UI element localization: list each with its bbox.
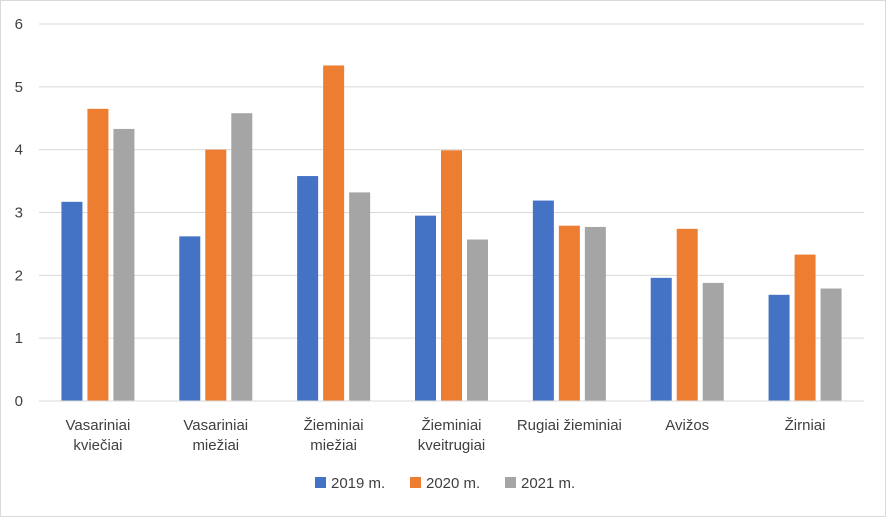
y-tick-label: 3 [15, 205, 23, 222]
y-axis-ticks: 0 1 2 3 4 5 6 [15, 16, 23, 410]
bar-2020m [676, 228, 698, 401]
bar-2019m [415, 215, 436, 401]
y-tick-label: 4 [15, 142, 23, 159]
bar-2019m [532, 200, 554, 401]
bar-2020m [441, 150, 462, 401]
x-tick-label: Žirniai [785, 417, 826, 434]
bar-2021m [467, 239, 488, 401]
legend-label: 2020 m. [426, 475, 480, 492]
y-tick-label: 0 [15, 393, 23, 410]
bar-2021m [584, 226, 606, 401]
bar-2020m [323, 65, 345, 401]
bar-2019m [61, 201, 83, 401]
legend-swatch [315, 477, 326, 488]
bar-2019m [297, 176, 319, 401]
x-tick-label: kveitrugiai [418, 437, 486, 454]
x-tick-label: Avižos [665, 417, 709, 434]
legend-swatch [505, 477, 516, 488]
legend-label: 2021 m. [521, 475, 575, 492]
x-tick-label: Žieminiai [421, 417, 481, 434]
legend: 2019 m. 2020 m. 2021 m. [315, 475, 575, 492]
x-tick-label: miežiai [192, 437, 239, 454]
legend-label: 2019 m. [331, 475, 385, 492]
bar-2021m [349, 192, 371, 401]
y-tick-label: 6 [15, 16, 23, 33]
x-tick-label: Vasariniai [66, 417, 131, 434]
bars [61, 65, 842, 402]
x-axis-ticks: Vasariniai kviečiai Vasariniai miežiai Žiemi… [66, 417, 826, 454]
x-tick-label: kviečiai [73, 437, 122, 454]
bar-2019m [650, 277, 672, 401]
bar-2020m [558, 225, 580, 401]
bar-2021m [820, 288, 842, 401]
bar-2021m [702, 282, 724, 401]
bar-2020m [87, 108, 109, 401]
bar-2021m [231, 113, 253, 402]
x-tick-label: Žieminiai [304, 417, 364, 434]
bar-2021m [113, 128, 135, 401]
bar-2020m [794, 254, 816, 401]
y-tick-label: 1 [15, 330, 23, 347]
bar-2019m [768, 294, 790, 401]
bar-2019m [179, 236, 201, 401]
legend-swatch [410, 477, 421, 488]
x-tick-label: miežiai [310, 437, 357, 454]
x-tick-label: Vasariniai [183, 417, 248, 434]
x-tick-label: Rugiai žieminiai [517, 417, 622, 434]
y-tick-label: 2 [15, 267, 23, 284]
y-tick-label: 5 [15, 79, 23, 96]
bar-2020m [205, 149, 227, 401]
